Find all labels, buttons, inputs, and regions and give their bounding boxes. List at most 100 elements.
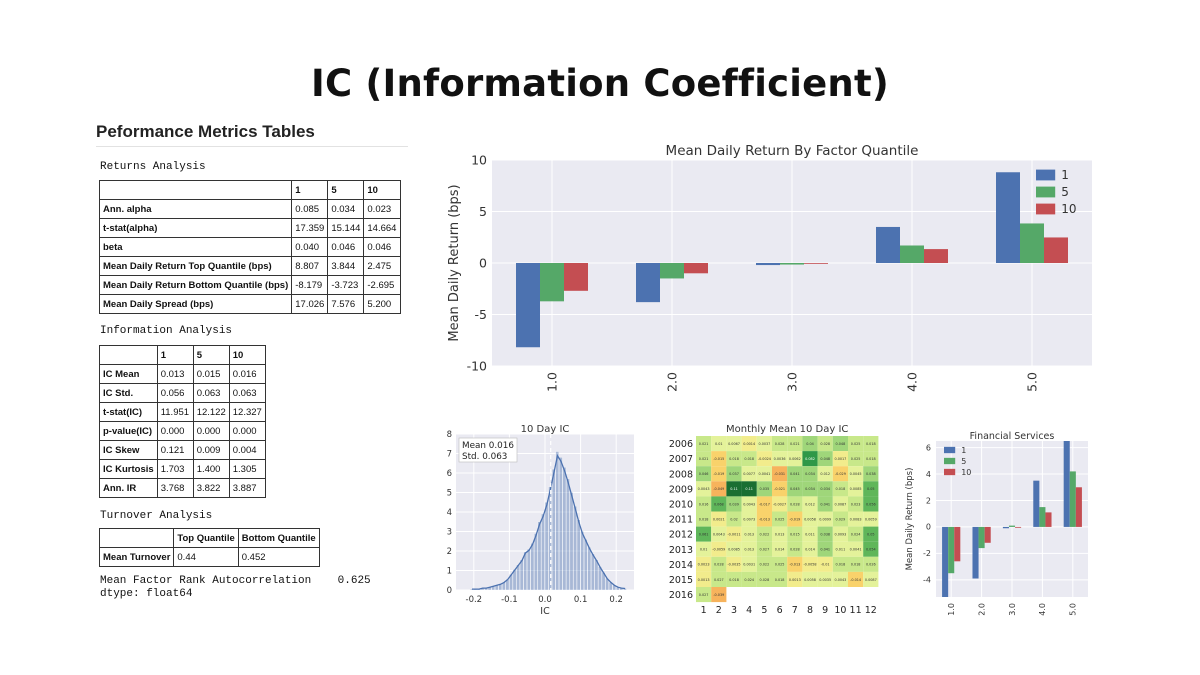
heat-cell-value: 0.018 bbox=[729, 457, 739, 461]
heat-cell-value: 0.0062 bbox=[789, 457, 801, 461]
heat-cell-value: 0.034 bbox=[820, 487, 830, 491]
legend-label-10: 10 bbox=[961, 468, 971, 477]
heat-cell-value: 0.048 bbox=[836, 442, 846, 446]
table-header-cell bbox=[98, 180, 293, 200]
hist-bar bbox=[569, 492, 574, 591]
heat-cell bbox=[863, 436, 879, 452]
table-row: Ann. IR 3.768 3.822 3.887 bbox=[99, 478, 266, 498]
table-header-cell bbox=[98, 528, 175, 548]
heat-cell-value: 0.0083 bbox=[850, 517, 862, 521]
bar-10-3.0 bbox=[1015, 526, 1022, 528]
heat-cell bbox=[832, 511, 848, 527]
heat-cell-value: 0.025 bbox=[851, 457, 861, 461]
y-tick-label: 0 bbox=[479, 255, 487, 270]
year-label: 2011 bbox=[669, 515, 693, 526]
heat-cell-value: 0.024 bbox=[851, 532, 861, 536]
row-label-cell: t-stat(alpha) bbox=[98, 218, 293, 238]
heat-cell bbox=[863, 556, 879, 572]
heat-cell bbox=[848, 451, 864, 467]
heat-cell bbox=[696, 556, 712, 572]
heat-cell bbox=[696, 481, 712, 497]
heat-cell bbox=[711, 466, 727, 482]
year-label: 2015 bbox=[669, 575, 693, 586]
heat-cell-value: 0.0043 bbox=[834, 578, 846, 582]
heat-cell-value: 0.028 bbox=[790, 502, 800, 506]
table-cell: 0.013 bbox=[156, 364, 194, 384]
table-cell: 3.822 bbox=[192, 478, 230, 498]
bar-1-1.0 bbox=[516, 263, 540, 348]
heat-cell bbox=[848, 556, 864, 572]
table-cell: 5.200 bbox=[363, 294, 402, 314]
table-cell: -8.179 bbox=[291, 275, 329, 295]
bar-5-1.0 bbox=[948, 526, 955, 574]
hist-bar bbox=[562, 467, 567, 591]
heat-cell-value: 0.029 bbox=[836, 517, 846, 521]
y-tick-label: 2 bbox=[926, 496, 931, 505]
heat-cell-value: 0.0067 bbox=[728, 442, 740, 446]
table-header-cell: 5 bbox=[192, 345, 230, 365]
heat-cell-value: 0.0058 bbox=[804, 578, 816, 582]
table-cell: 12.327 bbox=[228, 402, 266, 422]
heat-cell-value: 0.0087 bbox=[834, 502, 846, 506]
table-cell: 2.475 bbox=[363, 256, 402, 276]
heat-cell bbox=[863, 511, 879, 527]
heat-cell bbox=[711, 541, 727, 557]
chart-title: Monthly Mean 10 Day IC bbox=[726, 424, 848, 435]
turnover-analysis-label: Turnover Analysis bbox=[100, 510, 213, 522]
table-cell: 14.664 bbox=[363, 218, 402, 238]
heat-cell bbox=[772, 451, 788, 467]
y-tick-label: -5 bbox=[475, 307, 487, 322]
x-tick-label: 0.0 bbox=[538, 595, 552, 605]
heat-cell bbox=[696, 436, 712, 452]
heat-cell-value: 0.045 bbox=[790, 487, 800, 491]
x-tick-label: -0.2 bbox=[466, 595, 483, 605]
table-cell: 3.768 bbox=[156, 478, 194, 498]
heat-cell bbox=[711, 587, 727, 603]
heat-cell-value: 0.11 bbox=[745, 487, 753, 491]
x-axis-label: IC bbox=[540, 606, 550, 617]
row-label-cell: Mean Turnover bbox=[98, 547, 175, 567]
bar-5-5.0 bbox=[1020, 223, 1044, 263]
heat-cell-value: 0.018 bbox=[866, 442, 876, 446]
bar-1-2.0 bbox=[636, 263, 660, 303]
rank-autocorrelation-line: Mean Factor Rank Autocorrelation 0.625 bbox=[100, 575, 371, 587]
heat-cell-value: 0.02 bbox=[730, 517, 738, 521]
y-axis-label: Mean Daily Return (bps) bbox=[905, 468, 915, 571]
heat-cell bbox=[832, 541, 848, 557]
heat-cell-value: 0.025 bbox=[851, 442, 861, 446]
heat-cell bbox=[863, 451, 879, 467]
heat-cell-value: 0.022 bbox=[760, 532, 770, 536]
heat-cell-value: 0.028 bbox=[820, 442, 830, 446]
heat-cell bbox=[772, 526, 788, 542]
table-cell: 7.576 bbox=[327, 294, 365, 314]
row-label-cell: Mean Daily Return Top Quantile (bps) bbox=[98, 256, 293, 276]
heat-cell-value: 0.021 bbox=[699, 457, 709, 461]
financial-services-chart: 6 4 2 0 -2 -4 1.0 2.0 3.0 4.0 5.0 Financial Service… bbox=[905, 431, 1088, 616]
hist-bar bbox=[580, 531, 584, 591]
heat-cell-value: 0.0093 bbox=[834, 532, 846, 536]
legend-swatch-5 bbox=[944, 457, 956, 465]
heat-cell bbox=[772, 511, 788, 527]
x-tick-label: 2.0 bbox=[977, 603, 986, 616]
heat-cell-value: 0.011 bbox=[805, 532, 815, 536]
heat-cell bbox=[711, 571, 727, 587]
heat-cell bbox=[802, 481, 818, 497]
heat-cell bbox=[848, 511, 864, 527]
heat-cell bbox=[711, 451, 727, 467]
table-row: Mean Daily Spread (bps) 17.026 7.576 5.200 bbox=[98, 294, 402, 314]
heat-cell bbox=[832, 496, 848, 512]
heat-cell bbox=[787, 556, 803, 572]
ic-histogram-chart: 0 1 2 3 4 5 6 7 8 -0.2 -0.1 0.0 0.1 0.2 Mean 0.016Std.… bbox=[447, 424, 634, 617]
chart-title: Mean Daily Return By Factor Quantile bbox=[666, 143, 919, 159]
heat-cell bbox=[772, 556, 788, 572]
heat-cell-value: 0.0043 bbox=[698, 487, 710, 491]
bar-1-3.0 bbox=[1002, 526, 1009, 529]
heat-cell-value: 0.013 bbox=[744, 532, 754, 536]
x-tick-label: 4.0 bbox=[904, 372, 919, 392]
heat-cell bbox=[726, 466, 742, 482]
y-tick-label: 4 bbox=[447, 508, 452, 518]
heat-cell-value: 0.046 bbox=[699, 472, 709, 476]
hist-bar bbox=[573, 506, 577, 591]
table-row: IC Skew 0.121 0.009 0.004 bbox=[99, 440, 266, 460]
heat-cell bbox=[772, 436, 788, 452]
